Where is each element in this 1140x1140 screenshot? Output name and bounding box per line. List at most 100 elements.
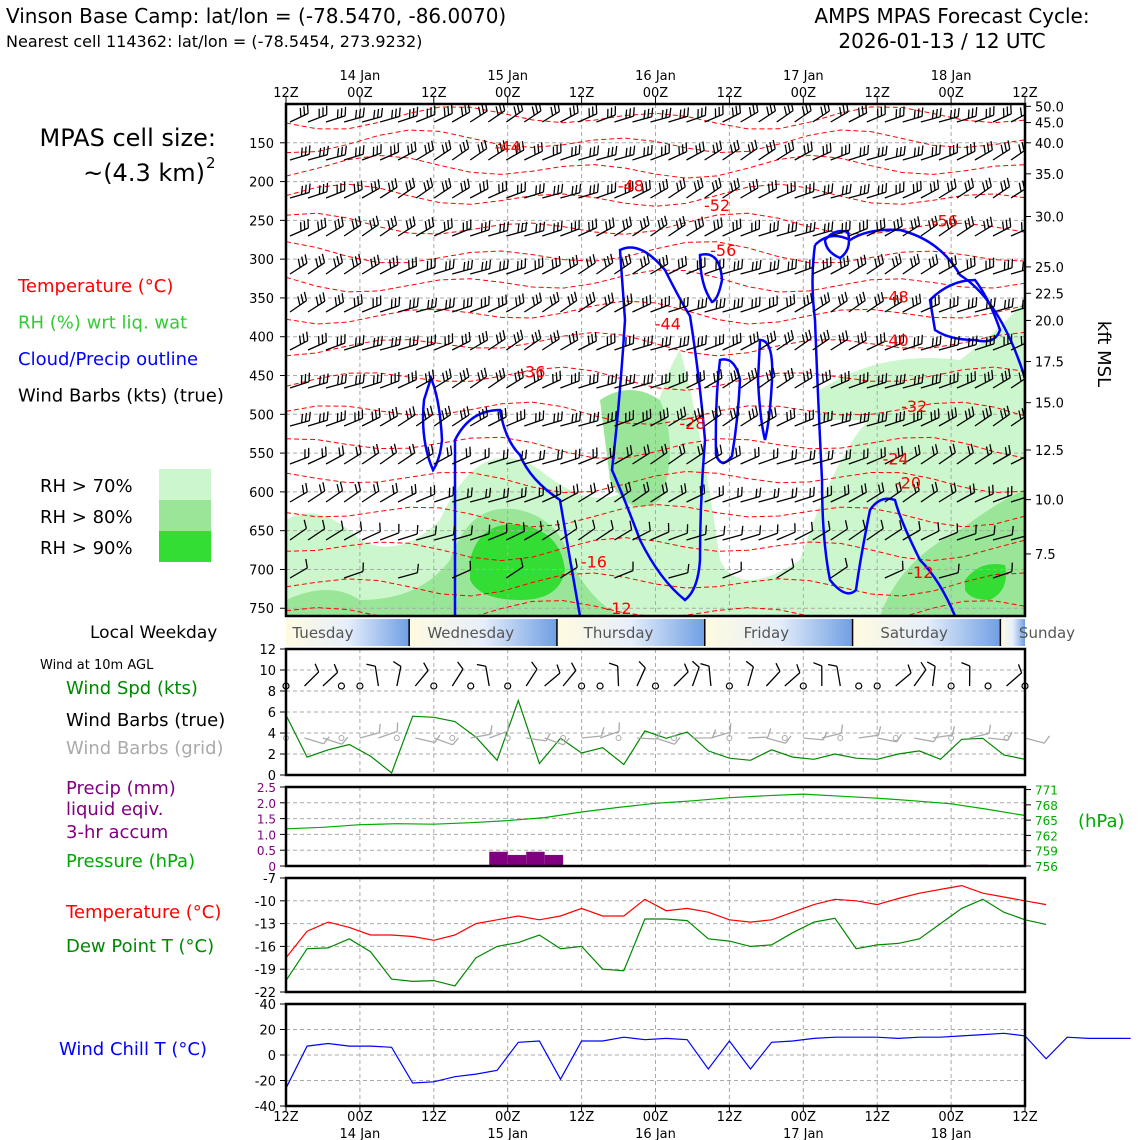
wind-barb bbox=[686, 405, 704, 427]
wind-barb bbox=[1010, 334, 1025, 351]
wind-barb bbox=[686, 370, 706, 389]
xs-grid bbox=[286, 104, 1025, 616]
wind-barb bbox=[469, 295, 490, 313]
temperature-label: -44 bbox=[495, 138, 521, 157]
wind-barb bbox=[938, 107, 960, 123]
grid-calm-circle bbox=[393, 735, 400, 741]
wind-barb bbox=[289, 482, 308, 503]
wind-barb bbox=[740, 331, 759, 351]
wind-barb bbox=[325, 481, 344, 503]
wind-barb bbox=[343, 253, 362, 275]
wind-barb bbox=[560, 219, 580, 237]
top-date-label: 16 Jan bbox=[635, 69, 676, 84]
wind-barb bbox=[614, 445, 633, 465]
wind-barb bbox=[794, 258, 815, 275]
wind-barb bbox=[704, 177, 722, 199]
wind-barb bbox=[830, 557, 848, 579]
wind-barb bbox=[884, 445, 904, 465]
temperature-contour bbox=[286, 129, 1025, 154]
grid-wind-barb bbox=[932, 726, 956, 739]
top-tick-label: 12Z bbox=[569, 86, 595, 101]
title-left-1: Vinson Base Camp: lat/lon = (-78.5470, -… bbox=[6, 4, 506, 28]
wind-barb bbox=[920, 444, 939, 465]
wind-barb bbox=[920, 294, 940, 313]
wind-barb bbox=[415, 444, 434, 465]
wind-barb bbox=[650, 178, 669, 199]
weekday-segment bbox=[286, 619, 410, 646]
wind-barb bbox=[848, 104, 868, 123]
wind-barb bbox=[758, 524, 779, 541]
calm-circle bbox=[596, 682, 604, 690]
surface-wind-barb bbox=[895, 664, 912, 687]
cell-size-sup: 2 bbox=[206, 154, 216, 172]
wind-barb bbox=[920, 373, 942, 389]
calm-circle bbox=[725, 682, 734, 690]
wind-barb bbox=[650, 295, 670, 313]
wind-barb bbox=[560, 104, 579, 123]
wind-barb bbox=[488, 294, 508, 313]
wind-barb bbox=[361, 295, 382, 313]
height-tick-label: 45.0 bbox=[1035, 117, 1064, 132]
wind-barb bbox=[325, 334, 346, 351]
calm-circle bbox=[504, 682, 512, 690]
wind-barb bbox=[433, 333, 454, 351]
wind-barb bbox=[361, 254, 380, 275]
rh-region bbox=[965, 564, 1006, 600]
wind-barb bbox=[974, 334, 996, 351]
y-tick-label: -19 bbox=[255, 963, 276, 978]
wind-barb bbox=[866, 291, 885, 313]
wind-barb bbox=[992, 485, 1013, 503]
wind-barb bbox=[343, 107, 365, 123]
grid-calm-circle bbox=[726, 735, 733, 741]
wind-barb bbox=[830, 291, 848, 313]
pressure-tick-label: 400 bbox=[249, 331, 274, 346]
wind-barb bbox=[307, 373, 329, 389]
temperature-contour bbox=[286, 300, 1025, 325]
surface-wind-barb bbox=[913, 661, 927, 687]
wind-barb bbox=[397, 524, 419, 541]
hpa-unit: (hPa) bbox=[1078, 811, 1125, 832]
wind-barb bbox=[614, 216, 633, 237]
surface-wind-barb bbox=[608, 662, 620, 687]
wind-barb bbox=[614, 334, 635, 351]
surface-wind-barb bbox=[562, 662, 577, 687]
wind-barb bbox=[596, 292, 615, 313]
wind-barb bbox=[956, 443, 974, 465]
y-tick-label: 2 bbox=[268, 748, 276, 763]
cloud-outline-path bbox=[823, 229, 851, 260]
wind-barb bbox=[542, 143, 562, 161]
wind-barb bbox=[650, 254, 669, 275]
windchill-label: Wind Chill T (°C) bbox=[59, 1039, 207, 1060]
wind-barb bbox=[361, 522, 381, 541]
calm-circle bbox=[947, 682, 955, 690]
wind-barb bbox=[343, 294, 363, 313]
wind-barb bbox=[361, 107, 384, 123]
wind-barb bbox=[578, 254, 596, 275]
wind-barb bbox=[469, 406, 489, 427]
wind-barb bbox=[884, 520, 903, 541]
wind-barb bbox=[722, 445, 741, 465]
panel-frame bbox=[284, 647, 1027, 777]
wind-barb bbox=[289, 145, 311, 161]
wind-barb bbox=[397, 177, 416, 199]
wind-barb bbox=[397, 297, 419, 313]
wind-barb bbox=[506, 182, 526, 199]
wind-barb bbox=[452, 487, 473, 503]
wind-barb bbox=[451, 331, 471, 351]
wind-barb bbox=[758, 407, 777, 427]
wind-barb bbox=[992, 405, 1010, 427]
wind-barb bbox=[992, 562, 1013, 579]
wind-barb bbox=[992, 297, 1014, 313]
wind-speed-line bbox=[285, 698, 1026, 774]
y-tick-label: 0 bbox=[268, 1049, 276, 1064]
height-tick-label: 17.5 bbox=[1035, 356, 1064, 371]
wind-barb bbox=[830, 411, 852, 427]
wind-barb bbox=[794, 409, 814, 427]
temperature-contour bbox=[286, 503, 1025, 528]
wind-barb bbox=[506, 449, 528, 465]
wind-barb bbox=[956, 335, 978, 351]
wind-barb bbox=[668, 296, 689, 313]
wind-barb bbox=[632, 521, 651, 541]
temperature-label: -28 bbox=[679, 414, 705, 433]
rh-legend-label: RH > 70% bbox=[40, 476, 133, 497]
